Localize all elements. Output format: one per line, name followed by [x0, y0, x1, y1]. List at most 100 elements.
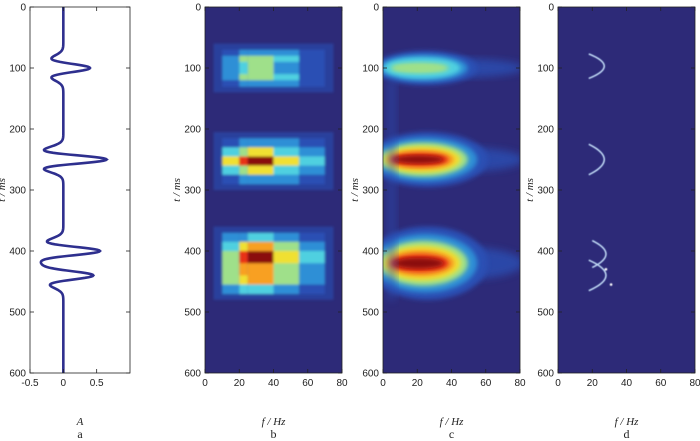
y-tick-label: 100: [537, 64, 554, 75]
y-tick-label: 600: [184, 369, 201, 380]
stft-cell: [299, 165, 325, 176]
stft-cell: [247, 241, 274, 252]
stft-cell: [239, 138, 248, 148]
y-tick-label: 600: [362, 369, 379, 380]
stft-cell: [299, 55, 325, 63]
y-tick-label: 300: [362, 186, 379, 197]
x-tick-label: 0: [202, 378, 208, 389]
y-axis-label: t / ms: [171, 178, 183, 202]
stft-cell: [222, 232, 240, 243]
stft-cell: [239, 147, 248, 157]
stft-cell: [247, 74, 274, 81]
stft-cell: [273, 61, 300, 75]
stft-cell: [299, 80, 325, 87]
x-tick-label: 20: [587, 378, 599, 389]
tf-point: [609, 283, 613, 286]
panel-label: a: [77, 427, 83, 441]
y-tick-label: 600: [9, 369, 26, 380]
cwt-lowfreq-band: [386, 80, 397, 300]
tf-ridge-core: [588, 143, 605, 176]
stft-cell: [299, 275, 325, 286]
stft-cell: [299, 251, 325, 264]
x-tick-label: 0.5: [90, 378, 104, 389]
x-tick-label: 60: [655, 378, 667, 389]
x-tick-label: 0: [380, 378, 386, 389]
stft-cell: [247, 165, 274, 176]
panel-label: c: [449, 427, 454, 441]
stft-cell: [222, 147, 240, 157]
stft-cell: [299, 284, 325, 295]
stft-cell: [239, 55, 248, 63]
stft-cell: [273, 251, 300, 264]
stft-cell: [222, 138, 240, 148]
stft-cell: [239, 232, 248, 243]
stft-cell: [222, 165, 240, 176]
cwt-heatmap: [383, 50, 520, 300]
y-tick-label: 300: [9, 186, 26, 197]
tf-ridge-core: [592, 240, 607, 268]
y-tick-label: 400: [537, 247, 554, 258]
x-tick-label: 20: [234, 378, 246, 389]
stft-cell: [247, 55, 274, 63]
stft-cell: [273, 156, 300, 167]
stft-cell: [222, 251, 240, 264]
y-tick-label: 600: [537, 369, 554, 380]
stft-cell: [239, 174, 248, 185]
stft-cell: [273, 241, 300, 252]
stft-cell: [239, 263, 248, 276]
stft-cell: [299, 174, 325, 185]
stft-cell: [239, 80, 248, 87]
stft-cell: [273, 263, 300, 276]
y-tick-label: 500: [9, 308, 26, 319]
tf-point: [604, 268, 608, 271]
y-tick-label: 0: [20, 3, 26, 14]
y-tick-label: 100: [184, 64, 201, 75]
axes-frame: [29, 6, 131, 374]
trace-line: [39, 7, 109, 373]
panel-label: b: [271, 427, 277, 441]
stft-cell: [247, 80, 274, 87]
stft-cell: [299, 241, 325, 252]
x-tick-label: 40: [446, 378, 458, 389]
stft-cell: [239, 165, 248, 176]
stft-cell: [247, 49, 274, 57]
stft-cell: [247, 251, 274, 264]
y-tick-label: 500: [184, 308, 201, 319]
stft-cell: [273, 174, 300, 185]
stft-cell: [222, 80, 240, 87]
y-tick-label: 300: [537, 186, 554, 197]
panel-label: d: [624, 427, 630, 441]
stft-cell: [299, 147, 325, 157]
y-tick-label: 500: [362, 308, 379, 319]
stft-cell: [299, 74, 325, 81]
y-tick-label: 200: [184, 125, 201, 136]
stft-cell: [239, 49, 248, 57]
stft-cell: [299, 49, 325, 57]
stft-cell: [239, 61, 248, 75]
y-axis-label: t / ms: [524, 178, 536, 202]
stft-cell: [299, 263, 325, 276]
stft-cell: [273, 55, 300, 63]
stft-cell: [273, 147, 300, 157]
stft-heatmap: [213, 43, 334, 300]
y-tick-label: 0: [548, 3, 554, 14]
stft-cell: [222, 55, 240, 63]
stft-cell: [222, 61, 240, 75]
y-tick-label: 400: [362, 247, 379, 258]
stft-cell: [222, 49, 240, 57]
stft-cell: [239, 241, 248, 252]
stft-cell: [239, 251, 248, 264]
y-tick-label: 200: [362, 125, 379, 136]
stft-cell: [222, 156, 240, 167]
stft-cell: [247, 138, 274, 148]
x-tick-label: 40: [268, 378, 280, 389]
y-tick-label: 100: [9, 64, 26, 75]
y-tick-label: 400: [9, 247, 26, 258]
stft-cell: [239, 74, 248, 81]
stft-cell: [247, 275, 274, 286]
stft-cell: [239, 284, 248, 295]
stft-cell: [222, 275, 240, 286]
y-axis-label: t / ms: [0, 178, 8, 202]
stft-cell: [299, 61, 325, 75]
